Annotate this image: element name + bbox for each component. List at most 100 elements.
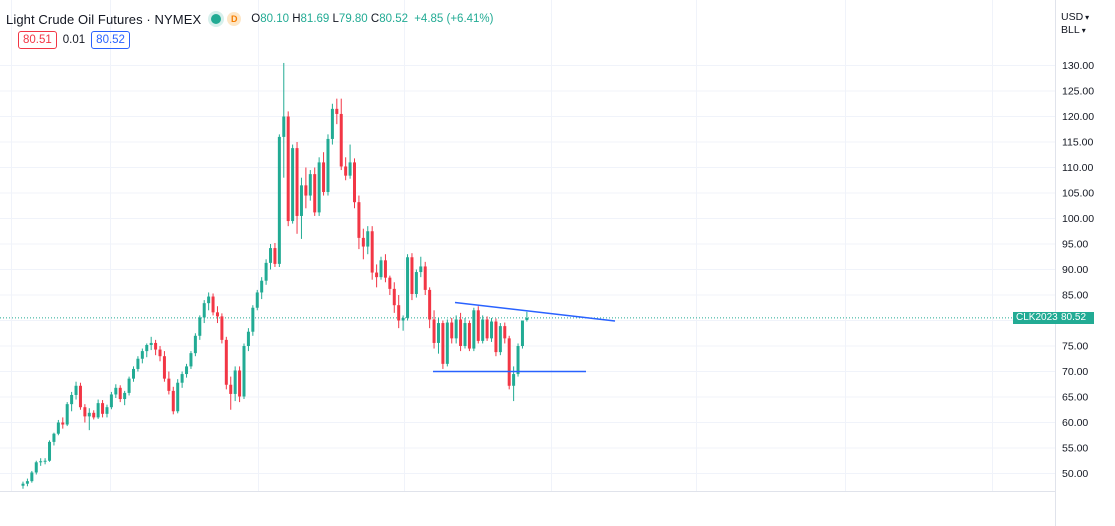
candle-body [330, 108, 334, 139]
resistance-trendline[interactable] [454, 301, 616, 322]
currency-label: USD [1061, 11, 1084, 23]
candle-body [503, 326, 507, 339]
candle-body [140, 351, 144, 359]
price-tick-label: 115.00 [1062, 137, 1093, 149]
price-tick-label: 85.00 [1062, 290, 1088, 302]
candle-body [295, 148, 299, 216]
spread-value: 0.01 [62, 34, 86, 46]
candle-body [450, 322, 454, 339]
symbol-title[interactable]: Light Crude Oil Futures · NYMEX [6, 11, 202, 27]
candle-body [388, 277, 392, 289]
price-tick-label: 70.00 [1062, 366, 1088, 378]
candle-body [375, 272, 379, 278]
sell-price-button[interactable]: 80.51 [18, 31, 57, 49]
candle-body [432, 319, 436, 343]
candle-body [441, 323, 445, 364]
candle-body [158, 349, 162, 357]
candle-body [436, 323, 440, 343]
candle-body [39, 461, 43, 463]
candle-body [291, 148, 295, 222]
candle-body [34, 462, 38, 473]
ohlc-open-value: 80.10 [260, 13, 290, 25]
candle-body [211, 296, 215, 313]
candle-body [361, 237, 365, 247]
price-tick-label: 125.00 [1062, 86, 1094, 98]
market-open-icon [211, 14, 222, 24]
candle-body [383, 260, 387, 278]
symbol-legend: Light Crude Oil Futures · NYMEX D O80.10… [6, 10, 493, 28]
candle-body [512, 374, 516, 386]
candle-body [520, 320, 524, 346]
candle-body [207, 296, 211, 304]
candle-body [485, 319, 489, 339]
price-tick-label: 65.00 [1062, 392, 1088, 404]
last-price-tag: 80.52 [1058, 311, 1094, 324]
candle-body [105, 407, 109, 414]
candle-body [353, 162, 356, 203]
candle-body [357, 202, 361, 238]
candle-body [326, 138, 330, 192]
candle-body [277, 136, 281, 264]
candle-body [132, 368, 135, 379]
candle-body [304, 185, 308, 196]
candle-body [286, 116, 290, 222]
candle-body [65, 404, 69, 425]
candle-body [154, 342, 158, 350]
candle-body [171, 390, 175, 412]
candle-body [114, 387, 118, 395]
candle-body [260, 280, 264, 293]
candle-body [229, 384, 233, 394]
candle-body [48, 441, 52, 461]
candle-body [454, 319, 458, 339]
price-tick-label: 120.00 [1062, 111, 1094, 123]
candle-body [313, 174, 317, 213]
candle-body [406, 257, 410, 318]
candle-body [467, 323, 471, 349]
ohlc-close-key: C [370, 13, 380, 25]
ohlc-low-value: 79.80 [338, 13, 368, 25]
candle-body [392, 288, 396, 306]
price-axis[interactable]: 130.00 125.00 120.00 115.00 110.00 105.00 100.… [1062, 60, 1094, 480]
candle-body [344, 166, 348, 176]
candle-body [414, 272, 418, 294]
candle-body [339, 113, 343, 167]
candle-body [366, 231, 370, 247]
candle-body [299, 185, 303, 216]
candle-body [498, 326, 502, 353]
candle-body [428, 289, 432, 320]
currency-selector[interactable]: USD ▾ [1061, 11, 1089, 23]
candle-body [30, 472, 34, 482]
candle-body [370, 231, 374, 273]
drawing-layer [433, 301, 616, 373]
candle-body [490, 321, 494, 339]
candle-body [61, 422, 65, 425]
price-tick-label: 105.00 [1062, 188, 1094, 200]
candle-body [472, 310, 476, 349]
candle-body [167, 378, 171, 391]
unit-selector[interactable]: BLL ▾ [1061, 24, 1086, 36]
candle-body [145, 344, 149, 352]
candle-body [269, 248, 273, 263]
candle-body [242, 346, 246, 397]
candle-body [348, 162, 352, 176]
chevron-down-icon: ▾ [1085, 13, 1090, 22]
candle-body [238, 370, 242, 397]
buy-price-button[interactable]: 80.52 [91, 31, 130, 49]
candle-body [516, 346, 520, 375]
candle-body [198, 317, 202, 336]
candle-body [189, 353, 193, 367]
candle-body [233, 370, 237, 394]
candle-body [423, 266, 427, 290]
candle-body [220, 316, 224, 340]
candle-body [96, 403, 100, 418]
candle-body [282, 116, 286, 137]
candle-body [224, 339, 228, 385]
candle-body [78, 385, 82, 408]
candle-body [87, 412, 91, 417]
candle-body [123, 392, 127, 400]
candle-body [445, 322, 449, 364]
price-tick-label: 50.00 [1062, 468, 1088, 480]
candle-body [255, 292, 259, 308]
market-status[interactable]: D [211, 12, 242, 26]
